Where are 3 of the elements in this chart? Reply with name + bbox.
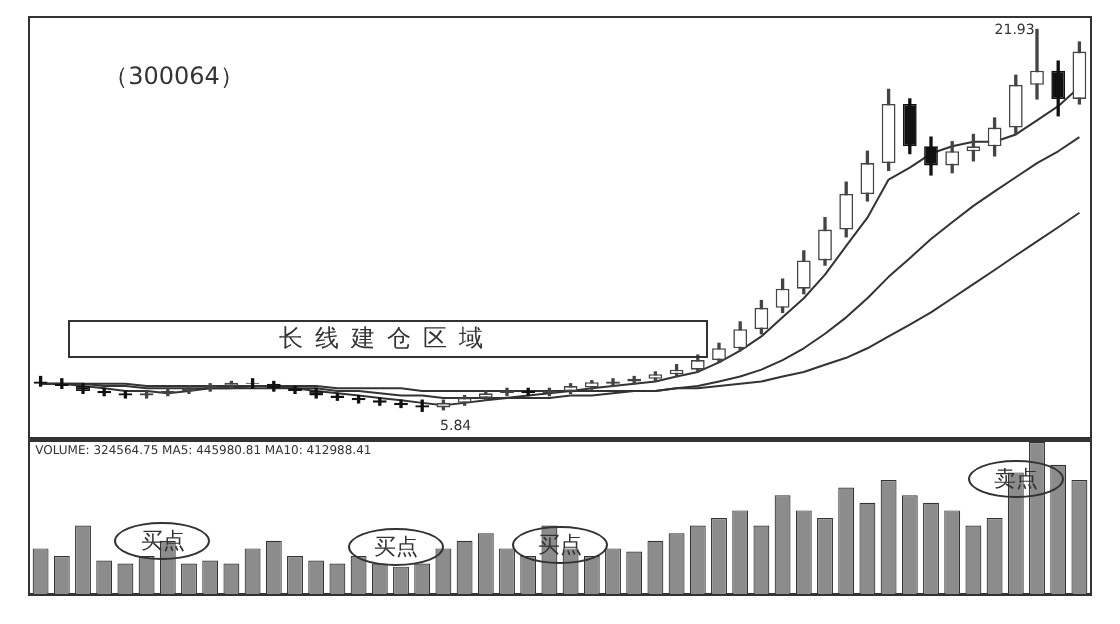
annotation: 长线建仓区域: [67, 320, 708, 358]
text: （300064）: [104, 60, 244, 94]
annotation: 买点: [348, 527, 444, 566]
